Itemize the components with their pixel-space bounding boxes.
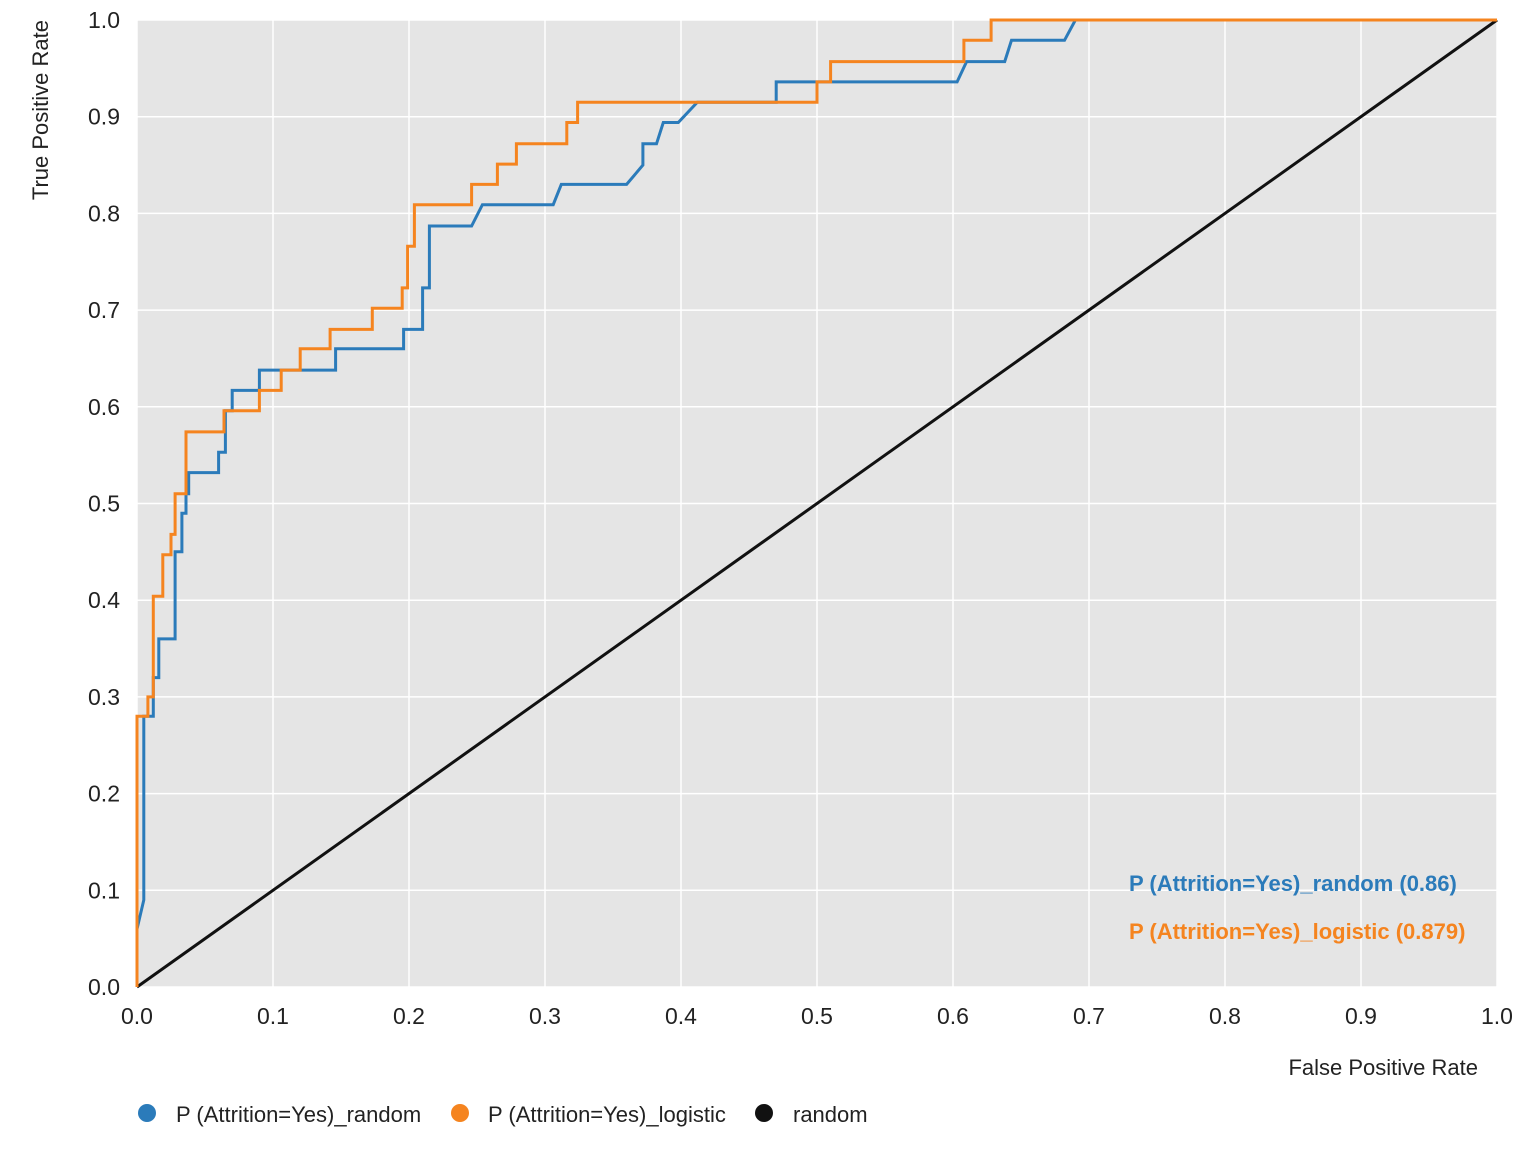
x-tick-label: 0.5 — [801, 1003, 833, 1029]
diagonal-random-baseline — [136, 18, 1498, 989]
legend-label-random-model: P (Attrition=Yes)_random — [176, 1102, 421, 1127]
x-tick-label: 0.3 — [529, 1003, 561, 1029]
grid-lines — [136, 19, 1498, 988]
y-tick-labels: 0.0 0.1 0.2 0.3 0.4 0.5 0.6 0.7 0.8 0.9 1.0 — [88, 7, 120, 1000]
y-tick-label: 0.3 — [88, 684, 120, 710]
y-tick-label: 0.5 — [88, 491, 120, 517]
y-tick-label: 0.8 — [88, 200, 120, 226]
legend-item-random-baseline[interactable]: random — [755, 1102, 868, 1127]
y-tick-label: 1.0 — [88, 7, 120, 33]
legend-marker-logistic-model — [451, 1104, 469, 1122]
auc-label-logistic: P (Attrition=Yes)_logistic (0.879) — [1129, 919, 1465, 944]
legend-item-random-model[interactable]: P (Attrition=Yes)_random — [138, 1102, 421, 1127]
x-tick-label: 0.7 — [1073, 1003, 1105, 1029]
roc-line-logistic-model — [135, 18, 1497, 987]
x-tick-label: 0.2 — [393, 1003, 425, 1029]
y-tick-label: 0.1 — [88, 877, 120, 903]
x-axis-title: False Positive Rate — [1288, 1055, 1478, 1080]
y-axis-title: True Positive Rate — [28, 20, 53, 200]
x-tick-label: 0.0 — [121, 1003, 153, 1029]
roc-line-random-model — [135, 18, 1497, 987]
x-tick-label: 0.9 — [1345, 1003, 1377, 1029]
legend-label-logistic-model: P (Attrition=Yes)_logistic — [488, 1102, 726, 1127]
y-tick-label: 0.4 — [88, 587, 120, 613]
y-tick-label: 0.2 — [88, 781, 120, 807]
legend-marker-random-baseline — [755, 1104, 773, 1122]
auc-label-random: P (Attrition=Yes)_random (0.86) — [1129, 871, 1457, 896]
x-tick-label: 1.0 — [1481, 1003, 1513, 1029]
y-tick-label: 0.9 — [88, 104, 120, 130]
x-tick-label: 0.1 — [257, 1003, 289, 1029]
y-tick-label: 0.7 — [88, 297, 120, 323]
x-tick-label: 0.4 — [665, 1003, 697, 1029]
legend: P (Attrition=Yes)_random P (Attrition=Ye… — [138, 1102, 868, 1127]
series-lines — [135, 18, 1498, 989]
y-tick-label: 0.0 — [88, 974, 120, 1000]
y-tick-label: 0.6 — [88, 394, 120, 420]
x-tick-label: 0.8 — [1209, 1003, 1241, 1029]
legend-marker-random-model — [138, 1104, 156, 1122]
legend-item-logistic-model[interactable]: P (Attrition=Yes)_logistic — [451, 1102, 726, 1127]
x-tick-labels: 0.0 0.1 0.2 0.3 0.4 0.5 0.6 0.7 0.8 0.9 1.0 — [121, 1003, 1513, 1029]
legend-label-random-baseline: random — [793, 1102, 868, 1127]
x-tick-label: 0.6 — [937, 1003, 969, 1029]
